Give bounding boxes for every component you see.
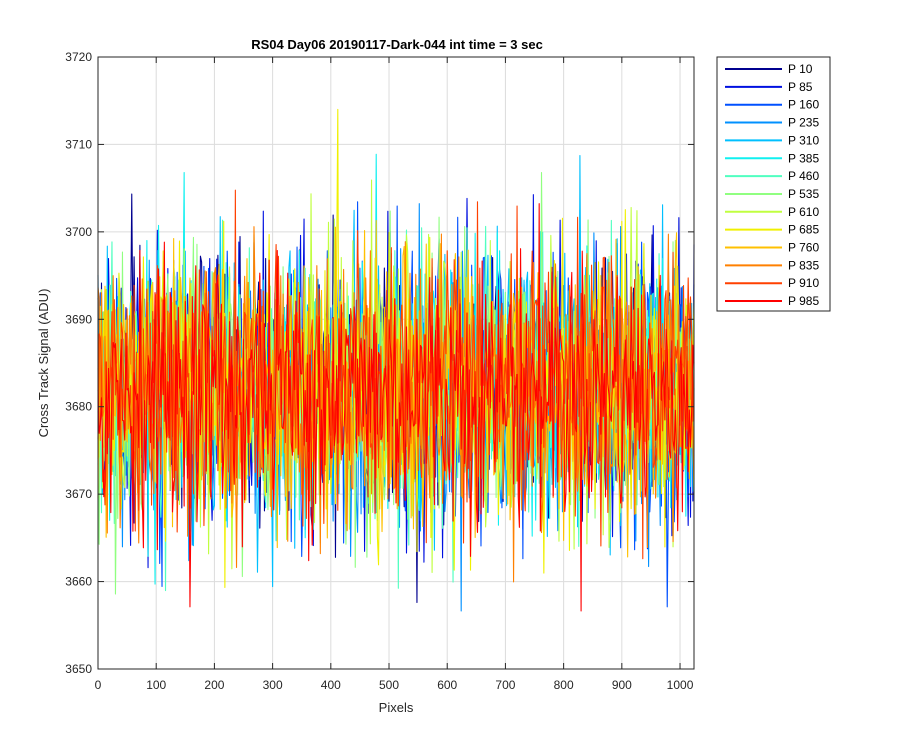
x-tick-label: 700 — [495, 678, 515, 692]
legend-entry: P 535 — [788, 187, 819, 201]
legend-entry: P 10 — [788, 62, 813, 76]
y-tick-label: 3670 — [65, 487, 92, 501]
legend: P 10 P 85 P 160 P 235 P 310 P 385 P 460 P 535 P … — [716, 56, 831, 312]
y-tick-label: 3680 — [65, 400, 92, 414]
legend-box — [716, 56, 831, 312]
y-tick-label: 3700 — [65, 225, 92, 239]
series-line-p-760 — [97, 220, 695, 558]
y-tick-label: 3710 — [65, 137, 92, 151]
series-lines — [97, 108, 695, 612]
legend-entry: P 685 — [788, 223, 819, 237]
x-tick-label: 1000 — [667, 678, 694, 692]
y-tick-label: 3690 — [65, 312, 92, 326]
legend-entry: P 910 — [788, 276, 819, 290]
chart-title: RS04 Day06 20190117-Dark-044 int time = … — [251, 37, 543, 52]
legend-entry: P 160 — [788, 98, 819, 112]
y-tick-label: 3660 — [65, 575, 92, 589]
y-tick-label: 3650 — [65, 662, 92, 676]
legend-entry: P 460 — [788, 169, 819, 183]
legend-entry: P 385 — [788, 151, 819, 165]
series-line-p-835 — [97, 226, 695, 583]
axis-ticks: 0 100 200 300 400 500 600 700 800 900 1000 3650 3660… — [65, 50, 694, 692]
legend-entry: P 610 — [788, 205, 819, 219]
y-axis-label: Cross Track Signal (ADU) — [36, 289, 51, 438]
x-tick-label: 500 — [379, 678, 399, 692]
legend-entry: P 85 — [788, 80, 813, 94]
x-tick-label: 400 — [321, 678, 341, 692]
axes-box — [97, 56, 695, 670]
legend-entry: P 760 — [788, 241, 819, 255]
legend-entry: P 310 — [788, 133, 819, 147]
x-axis-label: Pixels — [379, 700, 414, 715]
x-tick-label: 600 — [437, 678, 457, 692]
legend-entry: P 235 — [788, 116, 819, 130]
x-tick-label: 800 — [554, 678, 574, 692]
x-tick-label: 0 — [95, 678, 102, 692]
series-line-p-985 — [97, 203, 695, 612]
legend-entry: P 835 — [788, 258, 819, 272]
x-tick-label: 300 — [263, 678, 283, 692]
legend-entry: P 985 — [788, 294, 819, 308]
plot-area: 0 100 200 300 400 500 600 700 800 900 1000 3650 3660… — [65, 50, 695, 692]
x-tick-label: 100 — [146, 678, 166, 692]
y-tick-label: 3720 — [65, 50, 92, 64]
x-tick-label: 200 — [204, 678, 224, 692]
x-tick-label: 900 — [612, 678, 632, 692]
